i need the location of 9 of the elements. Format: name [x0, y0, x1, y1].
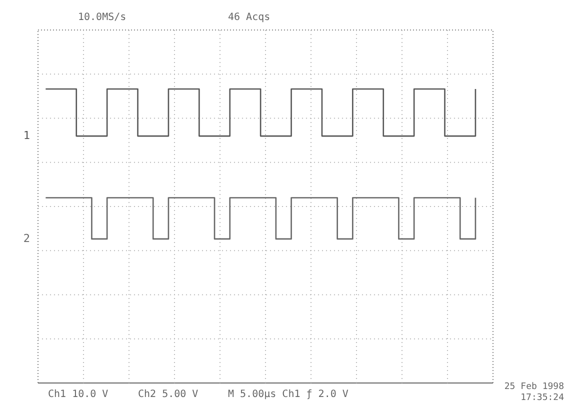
text: 10.0MS/s: [78, 12, 126, 23]
text: 46 Acqs: [228, 12, 270, 23]
text: 25 Feb 1998: [504, 382, 564, 392]
text: 1: [23, 129, 30, 142]
text: 2: [23, 232, 30, 245]
text: Ch2 5.00 V: [138, 389, 198, 400]
text: Ch1 10.0 V: [48, 389, 108, 400]
text: 17:35:24: [520, 393, 564, 403]
text: M 5.00μs Ch1 ƒ 2.0 V: [228, 389, 348, 400]
